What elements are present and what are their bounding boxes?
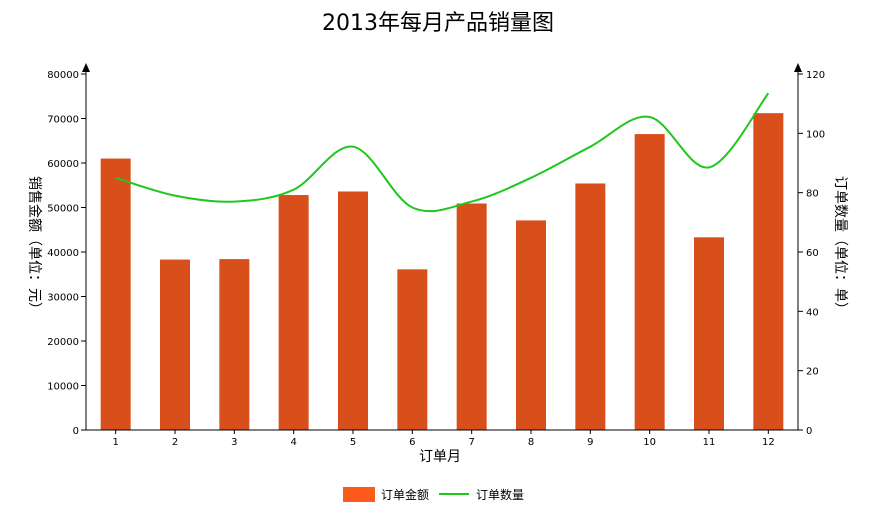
left-y-ticks: 0 10000 20000 30000 40000 50000 60000 70000 8000… — [47, 70, 86, 437]
legend: 订单金额 订单数量 — [343, 487, 524, 502]
bar-month-10 — [634, 134, 665, 430]
x-tick-label: 3 — [231, 437, 237, 448]
bar-month-9 — [575, 183, 606, 430]
left-tick-label: 50000 — [47, 204, 79, 215]
chart-title: 2013年每月产品销量图 — [322, 11, 554, 36]
x-tick-label: 5 — [350, 437, 356, 448]
left-tick-label: 10000 — [47, 382, 79, 393]
left-tick-label: 40000 — [47, 248, 79, 259]
bar-month-5 — [338, 191, 368, 430]
bar-series — [100, 113, 784, 431]
x-tick-label: 7 — [468, 437, 474, 448]
legend-swatch-order-amount — [343, 487, 375, 502]
right-tick-label: 0 — [806, 426, 812, 437]
left-tick-label: 80000 — [47, 70, 79, 81]
x-tick-label: 11 — [703, 437, 716, 448]
right-tick-label: 80 — [806, 189, 819, 200]
left-tick-label: 60000 — [47, 159, 79, 170]
right-tick-label: 60 — [806, 248, 819, 259]
x-tick-label: 4 — [290, 437, 296, 448]
bar-month-3 — [219, 259, 250, 430]
right-y-axis-label: 订单数量（单位：单） — [832, 176, 848, 316]
legend-label-order-amount: 订单金额 — [381, 487, 429, 502]
bar-month-12 — [753, 113, 784, 430]
bar-month-11 — [694, 237, 724, 430]
x-tick-label: 1 — [112, 437, 118, 448]
left-y-axis-label: 销售金额（单位：元） — [26, 176, 42, 316]
bar-month-7 — [456, 203, 487, 430]
right-y-axis-arrow — [794, 63, 802, 72]
bar-month-4 — [278, 195, 309, 430]
axes — [82, 63, 802, 431]
right-tick-label: 40 — [806, 307, 819, 318]
left-tick-label: 20000 — [47, 337, 79, 348]
left-y-axis-arrow — [82, 63, 90, 72]
left-tick-label: 0 — [73, 426, 79, 437]
right-tick-label: 100 — [806, 129, 825, 140]
x-tick-label: 9 — [587, 437, 593, 448]
bar-month-1 — [100, 158, 131, 431]
x-tick-label: 12 — [762, 437, 775, 448]
bar-month-6 — [397, 269, 428, 430]
left-tick-label: 30000 — [47, 293, 79, 304]
legend-label-order-count: 订单数量 — [476, 487, 524, 502]
x-tick-label: 8 — [528, 437, 534, 448]
right-tick-label: 20 — [806, 367, 819, 378]
x-tick-label: 10 — [643, 437, 656, 448]
right-tick-label: 120 — [806, 70, 825, 81]
x-axis-label: 订单月 — [419, 449, 461, 465]
line-series-order-count — [115, 92, 770, 213]
x-tick-label: 6 — [409, 437, 415, 448]
left-tick-label: 70000 — [47, 115, 79, 126]
x-tick-label: 2 — [172, 437, 178, 448]
bar-month-8 — [516, 220, 546, 430]
bar-month-2 — [160, 259, 190, 430]
x-ticks: 1 2 3 4 5 6 7 8 9 10 11 12 — [112, 430, 775, 448]
right-y-ticks: 0 20 40 60 80 100 120 — [798, 70, 825, 437]
